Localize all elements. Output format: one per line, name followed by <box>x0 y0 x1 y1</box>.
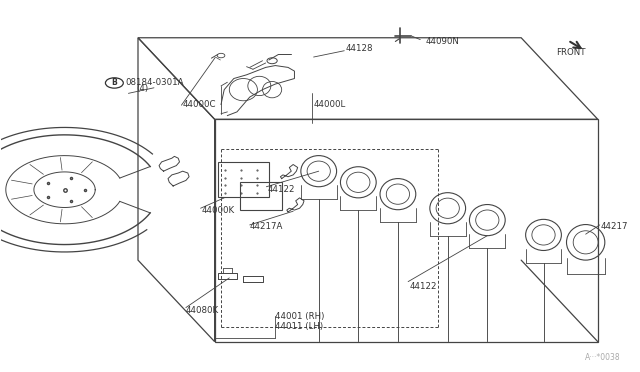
Text: 44000C: 44000C <box>182 100 216 109</box>
Text: FRONT: FRONT <box>556 48 586 57</box>
Text: 44080K: 44080K <box>186 306 219 315</box>
Text: 44217A: 44217A <box>250 222 283 231</box>
Text: 44122: 44122 <box>410 282 437 291</box>
Text: (4): (4) <box>136 84 148 93</box>
Text: 44001 (RH)
44011 (LH): 44001 (RH) 44011 (LH) <box>275 312 324 331</box>
Text: 44090N: 44090N <box>426 37 460 46</box>
Text: 44000L: 44000L <box>314 100 346 109</box>
Text: 44000K: 44000K <box>202 206 235 215</box>
Text: 44217: 44217 <box>601 222 628 231</box>
Text: A···*0038: A···*0038 <box>584 353 620 362</box>
Text: B: B <box>111 78 117 87</box>
Text: 44122: 44122 <box>268 185 295 194</box>
Text: 44128: 44128 <box>346 44 373 53</box>
Text: 08184-0301A: 08184-0301A <box>126 78 184 87</box>
